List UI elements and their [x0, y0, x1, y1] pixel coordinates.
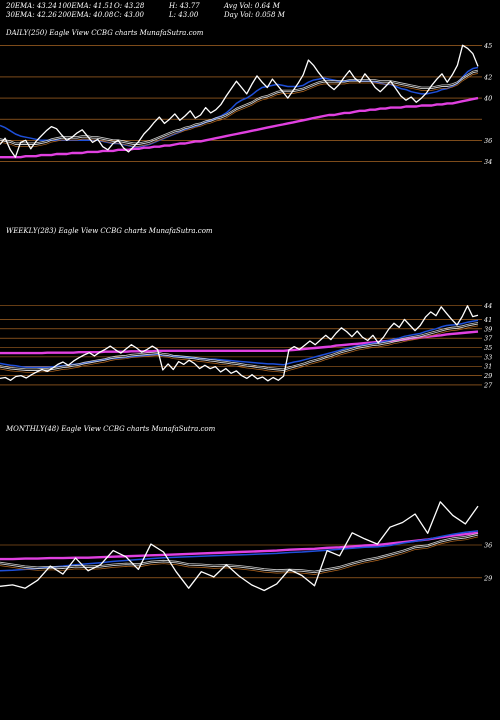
indicator-label: C: — [114, 11, 122, 19]
weekly-tick-label: 33 — [484, 353, 492, 361]
indicator-item: 20EMA: 43.24 — [6, 2, 57, 10]
monthly-tick-label: 36 — [484, 542, 492, 550]
daily-ema-short-line — [0, 69, 479, 144]
indicator-label: 100EMA: — [58, 2, 92, 10]
weekly-chart-title: WEEKLY(283) Eagle View CCBG charts Munaf… — [6, 227, 213, 235]
indicator-value: 0.058 M — [253, 11, 285, 19]
indicator-label: 20EMA: — [6, 2, 35, 10]
monthly-ema-long-line — [0, 531, 479, 561]
weekly-ema-long-line — [0, 330, 479, 355]
weekly-tick-label: 29 — [483, 372, 492, 380]
daily-chart-title: DAILY(250) Eagle View CCBG charts Munafa… — [6, 29, 204, 37]
indicator-item: L: 43.00 — [169, 11, 198, 19]
daily-tick-label: 45 — [483, 42, 492, 50]
weekly-price-line — [0, 305, 479, 382]
indicator-item: 30EMA: 42.26 — [6, 11, 57, 19]
indicator-item: H: 43.77 — [169, 2, 200, 10]
weekly-tick-label: 41 — [483, 316, 492, 324]
indicator-value: 40.08 — [91, 11, 114, 19]
monthly-ema-mid-line — [0, 530, 479, 572]
weekly-ema-short-line — [0, 322, 479, 370]
monthly-ema-short-line — [0, 533, 479, 572]
indicator-value: 42.26 — [34, 11, 57, 19]
indicator-value: 43.28 — [122, 2, 145, 10]
indicator-label: 30EMA: — [6, 11, 35, 19]
monthly-chart: 36 29 — [0, 501, 492, 592]
daily-ema-mid-line — [0, 66, 479, 148]
indicator-label: L: — [169, 11, 177, 19]
daily-price-line — [0, 44, 479, 158]
weekly-ema-short-line — [0, 323, 479, 371]
indicator-label: Avg Vol: — [224, 2, 253, 10]
weekly-tick-label: 35 — [484, 344, 492, 352]
daily-tick-label: 42 — [483, 73, 492, 81]
daily-tick-label: 40 — [483, 95, 492, 103]
indicator-item: Avg Vol: 0.64 M — [224, 2, 280, 10]
weekly-tick-label: 39 — [484, 325, 492, 333]
monthly-tick-label: 29 — [483, 574, 492, 582]
weekly-tick-label: 44 — [483, 302, 492, 310]
indicator-value: 43.77 — [177, 2, 200, 10]
indicator-value: 43.00 — [176, 11, 199, 19]
indicator-value: 41.51 — [91, 2, 114, 10]
daily-tick-label: 34 — [484, 158, 492, 166]
indicator-item: 200EMA: 40.08 — [58, 11, 113, 19]
indicator-label: H: — [169, 2, 178, 10]
indicator-item: 100EMA: 41.51 — [58, 2, 113, 10]
daily-ema-short-line — [0, 71, 479, 145]
monthly-price-line — [0, 501, 479, 592]
monthly-chart-title: MONTHLY(48) Eagle View CCBG charts Munaf… — [6, 425, 216, 433]
weekly-ema-mid-line — [0, 319, 479, 368]
monthly-ema-short-line — [0, 534, 479, 574]
indicator-label: 200EMA: — [58, 11, 92, 19]
indicator-value: 0.64 M — [252, 2, 280, 10]
indicator-item: C: 43.00 — [114, 11, 144, 19]
indicator-label: O: — [114, 2, 123, 10]
indicator-item: Day Vol: 0.058 M — [224, 11, 285, 19]
weekly-tick-label: 31 — [484, 363, 492, 371]
indicator-value: 43.00 — [121, 11, 144, 19]
indicator-label: Day Vol: — [224, 11, 254, 19]
daily-tick-label: 36 — [484, 137, 492, 145]
weekly-tick-label: 37 — [484, 335, 493, 343]
weekly-ema-brown-line — [0, 325, 479, 373]
daily-ema-brown-line — [0, 73, 479, 147]
daily-chart: 45 42 40 36 34 — [0, 42, 492, 166]
indicator-value: 43.24 — [34, 2, 57, 10]
weekly-tick-label: 27 — [483, 381, 493, 389]
indicator-item: O: 43.28 — [114, 2, 144, 10]
daily-ema-long-line — [0, 96, 479, 159]
monthly-ema-brown-line — [0, 536, 479, 575]
